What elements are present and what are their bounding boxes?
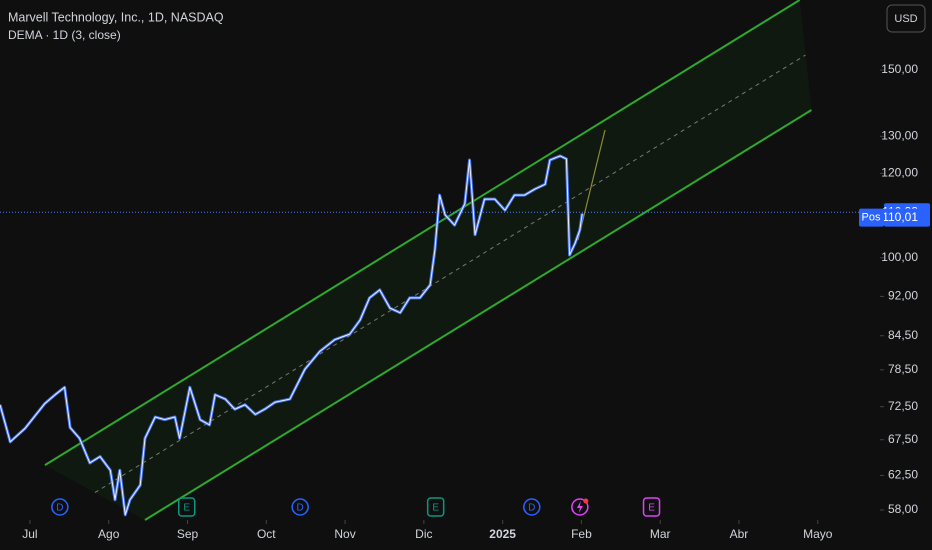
event-marker xyxy=(571,498,589,516)
x-tick-label: Mar xyxy=(650,527,671,541)
x-tick-label: Feb xyxy=(571,527,592,541)
event-label: E xyxy=(183,503,190,514)
indicator-price-label: 110,01 xyxy=(882,210,918,224)
event-label: E xyxy=(648,503,655,514)
y-tick-label: 72,50 xyxy=(888,399,918,413)
event-marker xyxy=(642,497,661,517)
x-tick-label: Jul xyxy=(22,527,37,541)
y-tick-label: 130,00 xyxy=(881,128,918,142)
y-tick-label: 120,00 xyxy=(881,166,918,180)
y-tick-label: 100,00 xyxy=(881,250,918,264)
event-label: D xyxy=(297,503,304,514)
y-tick-label: 84,50 xyxy=(888,328,918,342)
x-tick-label: Abr xyxy=(730,527,749,541)
chart-title: Marvell Technology, Inc., 1D, NASDAQ xyxy=(8,10,224,24)
x-tick-label: 2025 xyxy=(489,527,516,541)
event-label: D xyxy=(528,503,535,514)
x-tick-label: Sep xyxy=(177,527,199,541)
x-tick-label: Oct xyxy=(257,527,276,541)
y-tick-label: 67,50 xyxy=(888,432,918,446)
event-label: E xyxy=(432,503,439,514)
event-label: D xyxy=(56,503,63,514)
y-tick-label: 58,00 xyxy=(888,502,918,516)
event-marker xyxy=(523,498,541,516)
indicator-tag: Pos xyxy=(862,212,881,224)
event-icon xyxy=(576,501,583,513)
channel-fill xyxy=(44,0,812,520)
channel-midline xyxy=(94,54,806,493)
channel-upper xyxy=(44,0,801,466)
indicator-tag-box xyxy=(859,208,884,227)
y-tick-label: 150,00 xyxy=(881,62,918,76)
y-tick-label: 62,50 xyxy=(888,468,918,482)
currency-label[interactable]: USD xyxy=(894,13,917,25)
event-marker xyxy=(177,497,196,517)
price-line xyxy=(0,155,583,516)
y-tick-label: 92,00 xyxy=(888,289,918,303)
x-tick-label: Mayo xyxy=(803,527,833,541)
event-marker xyxy=(291,498,309,516)
y-tick-label: 78,50 xyxy=(888,362,918,376)
indicator-price-tag xyxy=(884,208,930,227)
x-tick-label: Dic xyxy=(415,527,432,541)
channel-lower xyxy=(144,109,812,521)
x-tick-label: Nov xyxy=(334,527,355,541)
event-marker xyxy=(51,498,69,516)
event-dot xyxy=(583,498,589,504)
indicator-label: DEMA · 1D (3, close) xyxy=(8,28,121,42)
event-marker xyxy=(426,497,445,517)
x-tick-label: Ago xyxy=(98,527,120,541)
currency-button[interactable] xyxy=(886,4,926,33)
